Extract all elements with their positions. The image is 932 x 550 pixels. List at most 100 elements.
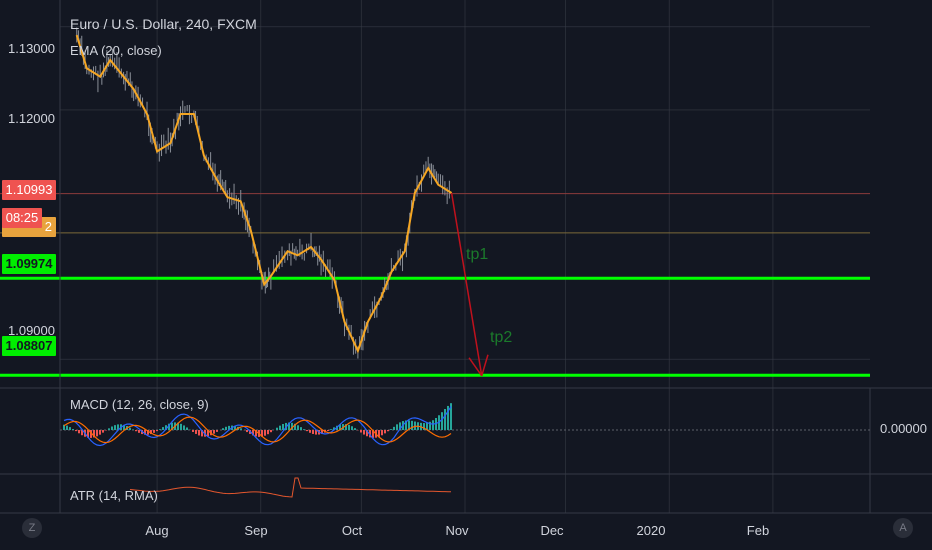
macd-histogram-bar — [225, 426, 227, 430]
macd-histogram-bar — [66, 425, 68, 430]
macd-histogram-bar — [360, 430, 362, 433]
macd-histogram-bar — [222, 428, 224, 430]
macd-histogram-bar — [291, 422, 293, 430]
macd-histogram-bar — [381, 430, 383, 436]
macd-histogram-bar — [108, 428, 110, 430]
projection-arrow-head — [468, 357, 483, 377]
macd-histogram-bar — [429, 421, 431, 430]
time-label-2020: 2020 — [636, 523, 666, 538]
macd-histogram-bar — [150, 430, 152, 435]
macd-histogram-bar — [282, 424, 284, 430]
macd-histogram-bar — [369, 430, 371, 438]
macd-histogram-bar — [396, 424, 398, 430]
macd-histogram-bar — [411, 420, 413, 430]
time-label-dec: Dec — [540, 523, 564, 538]
auto-scale-button[interactable]: A — [893, 518, 913, 538]
macd-histogram-bar — [366, 430, 368, 437]
macd-histogram-bar — [216, 430, 218, 432]
macd-histogram-bar — [165, 425, 167, 430]
macd-histogram-bar — [159, 429, 161, 430]
countdown-badge: 08:25 — [2, 208, 42, 228]
macd-histogram-bar — [240, 428, 242, 430]
macd-histogram-bar — [387, 430, 389, 432]
macd-histogram-bar — [378, 430, 380, 437]
macd-histogram-bar — [114, 425, 116, 430]
atr-legend[interactable]: ATR (14, RMA) — [70, 488, 158, 503]
macd-histogram-bar — [201, 430, 203, 437]
price-level-lines — [0, 193, 870, 377]
macd-histogram-bar — [63, 424, 65, 430]
macd-histogram-bar — [198, 430, 200, 436]
ema-legend[interactable]: EMA (20, close) — [70, 43, 162, 58]
projection-arrow-head — [481, 354, 489, 377]
macd-histogram-bar — [99, 430, 101, 435]
zoom-reset-button[interactable]: Z — [22, 518, 42, 538]
macd-histogram-bar — [432, 420, 434, 430]
time-label-sep: Sep — [244, 523, 268, 538]
macd-histogram-bar — [279, 425, 281, 430]
price-tick-2: 1.12000 — [8, 111, 55, 126]
macd-histogram-bar — [414, 421, 416, 430]
macd-histogram-bar — [132, 429, 134, 430]
macd-histogram-bar — [327, 430, 329, 431]
macd-histogram-bar — [162, 427, 164, 430]
macd-histogram-bar — [300, 427, 302, 430]
tp1-price-badge: 1.09974 — [2, 254, 56, 274]
time-label-aug: Aug — [145, 523, 169, 538]
tp2-price-badge: 1.08807 — [2, 336, 56, 356]
macd-histogram-bar — [78, 430, 80, 434]
macd-histogram-bar — [186, 427, 188, 430]
macd-histogram-bar — [96, 430, 98, 437]
macd-histogram-bar — [102, 430, 104, 433]
macd-histogram-bar — [267, 430, 269, 435]
macd-histogram-bar — [297, 425, 299, 430]
macd-indicator — [63, 403, 452, 447]
macd-histogram-bar — [312, 430, 314, 434]
macd-histogram-bar — [87, 430, 89, 438]
macd-histogram-bar — [168, 423, 170, 430]
macd-histogram-bar — [93, 430, 95, 438]
level-price-badge-tail: 2 — [44, 219, 52, 234]
macd-histogram-bar — [228, 425, 230, 430]
macd-histogram-bar — [303, 429, 305, 430]
tp1-label: tp1 — [466, 246, 489, 263]
macd-histogram-bar — [423, 423, 425, 430]
macd-histogram-bar — [384, 430, 386, 434]
macd-histogram-bar — [180, 423, 182, 430]
macd-histogram-bar — [408, 420, 410, 430]
macd-histogram-bar — [123, 424, 125, 430]
macd-histogram-bar — [405, 420, 407, 430]
macd-histogram-bar — [252, 430, 254, 436]
macd-histogram-bar — [255, 430, 257, 437]
macd-histogram-bar — [81, 430, 83, 436]
atr-line — [129, 477, 452, 498]
time-label-nov: Nov — [445, 523, 469, 538]
time-label-oct: Oct — [341, 523, 363, 538]
macd-histogram-bar — [270, 430, 272, 433]
macd-legend[interactable]: MACD (12, 26, close, 9) — [70, 397, 209, 412]
macd-histogram-bar — [363, 430, 365, 435]
macd-line — [63, 406, 452, 447]
macd-histogram-bar — [264, 430, 266, 436]
macd-histogram-bar — [213, 430, 215, 434]
macd-histogram-bar — [135, 430, 137, 432]
macd-histogram-bar — [330, 429, 332, 430]
macd-histogram-bar — [372, 430, 374, 438]
macd-histogram-bar — [441, 412, 443, 430]
macd-histogram-bar — [111, 426, 113, 430]
macd-histogram-bar — [129, 427, 131, 430]
macd-histogram-bar — [426, 422, 428, 430]
macd-histogram-bar — [234, 425, 236, 430]
projection-arrow-shaft — [450, 192, 483, 376]
macd-histogram-bar — [321, 430, 323, 434]
macd-histogram-bar — [399, 422, 401, 430]
chart-title: Euro / U.S. Dollar, 240, FXCM — [70, 16, 257, 32]
macd-signal-line — [63, 416, 452, 444]
macd-histogram-bar — [306, 430, 308, 432]
macd-histogram-bar — [345, 424, 347, 430]
macd-histogram-bar — [72, 428, 74, 430]
macd-histogram-bar — [192, 430, 194, 432]
macd-histogram-bar — [207, 430, 209, 437]
projection-arrow — [450, 192, 489, 377]
